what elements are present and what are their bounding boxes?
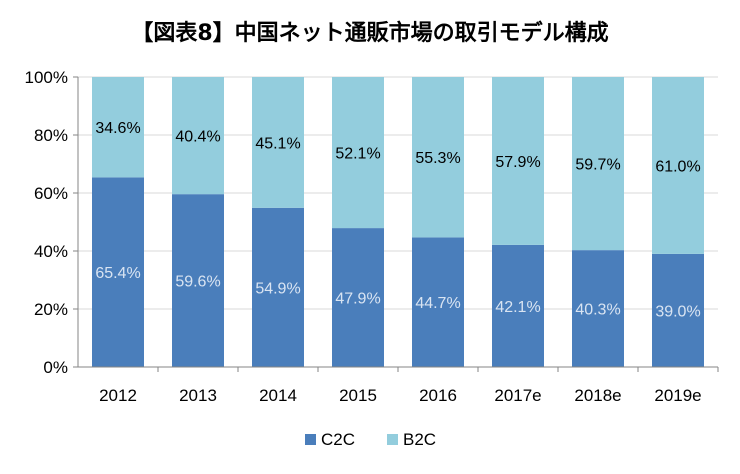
x-tick-label: 2017e [494,386,541,405]
data-label-b2c: 45.1% [255,135,300,152]
y-tick-label: 100% [25,68,68,87]
data-label-b2c: 57.9% [495,154,540,171]
bar-c2c [492,244,544,367]
bar-c2c [412,237,464,367]
bar-b2c [252,77,304,208]
x-axis: 2012 2013 2014 2015 2016 2017e 2018e 2019e [78,366,719,405]
legend-label-c2c: C2C [321,430,355,449]
y-axis: 0% 20% 40% 60% 80% 100% [25,68,79,377]
x-tick-label: 2018e [574,386,621,405]
bar-b2c [332,77,384,229]
bar-b2c [172,77,224,195]
x-tick-label: 2014 [259,386,297,405]
data-label-b2c: 34.6% [95,120,140,137]
data-label-c2c: 40.3% [575,302,620,319]
bar-c2c [572,250,624,367]
data-label-c2c: 59.6% [175,274,220,291]
data-label-b2c: 55.3% [415,150,460,167]
bar-b2c [572,77,624,251]
y-tick-label: 0% [43,358,68,377]
data-label-c2c: 65.4% [95,265,140,282]
legend-swatch-c2c [305,434,316,445]
bar-b2c [652,77,704,254]
bar-c2c [92,177,144,367]
x-tick-label: 2016 [419,386,457,405]
y-tick-label: 80% [34,126,68,145]
data-label-c2c: 44.7% [415,295,460,312]
bar-b2c [492,77,544,245]
x-tick-label: 2012 [99,386,137,405]
bar-c2c [332,228,384,367]
data-label-c2c: 47.9% [335,291,380,308]
data-label-c2c: 42.1% [495,299,540,316]
x-tick-label: 2019e [654,386,701,405]
data-label-c2c: 39.0% [655,303,700,320]
legend-label-b2c: B2C [403,430,436,449]
bar-b2c [412,77,464,238]
bars: 65.4% 34.6% 59.6% 40.4% 54.9% 45.1% 47.9% 52.1%… [92,77,704,367]
chart-title: 【図表8】中国ネット通販市場の取引モデル構成 [131,20,608,46]
data-label-c2c: 54.9% [255,280,300,297]
y-tick-label: 60% [34,184,68,203]
legend-swatch-b2c [387,434,398,445]
bar-c2c [172,194,224,367]
bar-c2c [652,253,704,367]
data-label-b2c: 52.1% [335,146,380,163]
x-tick-label: 2015 [339,386,377,405]
data-label-b2c: 61.0% [655,158,700,175]
legend: C2C B2C [305,430,436,449]
y-tick-label: 20% [34,300,68,319]
bar-c2c [252,207,304,367]
data-label-b2c: 59.7% [575,157,620,174]
y-tick-label: 40% [34,242,68,261]
data-label-b2c: 40.4% [175,129,220,146]
x-tick-label: 2013 [179,386,217,405]
bar-b2c [92,77,144,178]
